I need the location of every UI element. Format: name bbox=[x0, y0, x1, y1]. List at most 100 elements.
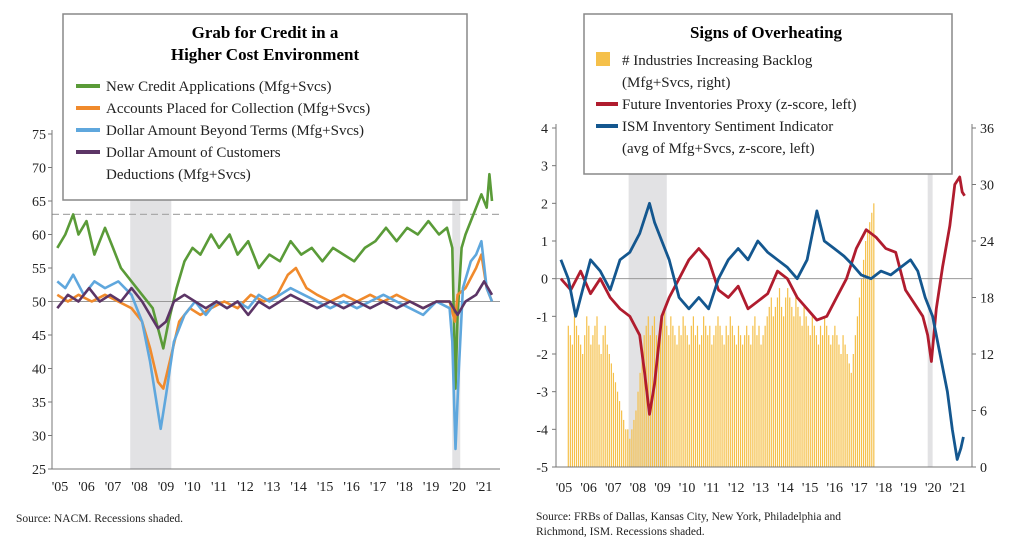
right-left-y-tick--5: -5 bbox=[536, 461, 548, 476]
backlog-bar bbox=[770, 297, 772, 467]
left-source-note: Source: NACM. Recessions shaded. bbox=[16, 513, 184, 525]
left-x-tick-2009: '09 bbox=[158, 480, 175, 495]
backlog-bar bbox=[621, 410, 623, 467]
left-reference-line bbox=[52, 213, 500, 302]
backlog-bar bbox=[698, 344, 701, 467]
backlog-bar bbox=[844, 344, 846, 467]
left-x-tick-2007: '07 bbox=[105, 480, 122, 495]
backlog-bar bbox=[602, 335, 604, 467]
right-left-y-tick-3: 3 bbox=[541, 160, 548, 175]
right-x-tick-2012: '12 bbox=[728, 481, 745, 496]
right-right-y-tick-36: 36 bbox=[980, 122, 994, 137]
left-axis-frame bbox=[51, 130, 500, 470]
backlog-bar bbox=[865, 241, 867, 467]
left-x-tick-2011: '11 bbox=[211, 480, 227, 495]
backlog-bar bbox=[643, 335, 645, 467]
left-y-tick-55: 55 bbox=[32, 262, 46, 277]
backlog-bar bbox=[719, 325, 721, 467]
left-y-tick-35: 35 bbox=[32, 396, 46, 411]
backlog-bar bbox=[666, 325, 668, 467]
right-left-y-tick-4: 4 bbox=[541, 122, 548, 137]
backlog-bar bbox=[647, 316, 649, 467]
backlog-bar bbox=[799, 316, 801, 467]
series-new-credit-applications-mfg-svcs bbox=[56, 172, 494, 390]
backlog-bar bbox=[670, 316, 672, 467]
backlog-bar bbox=[750, 344, 752, 467]
backlog-bar bbox=[575, 325, 578, 467]
backlog-bar bbox=[778, 288, 781, 467]
left-y-tick-40: 40 bbox=[32, 363, 46, 378]
left-y-tick-65: 65 bbox=[32, 195, 46, 210]
backlog-bar bbox=[604, 325, 606, 467]
right-x-tick-2015: '15 bbox=[802, 481, 819, 496]
legend-deductions-line1: Dollar Amount of Customers bbox=[106, 145, 281, 161]
backlog-bar bbox=[682, 316, 684, 467]
backlog-bar bbox=[610, 363, 612, 467]
backlog-bar bbox=[846, 354, 848, 467]
backlog-bar bbox=[854, 335, 856, 467]
right-x-tick-2005: '05 bbox=[556, 481, 573, 496]
backlog-bar bbox=[766, 316, 768, 467]
backlog-bar bbox=[694, 335, 697, 467]
left-x-tick-2014: '14 bbox=[290, 480, 307, 495]
backlog-bar bbox=[668, 335, 670, 467]
backlog-bar bbox=[828, 335, 830, 467]
backlog-bar bbox=[586, 316, 588, 467]
legend-future-inventories: Future Inventories Proxy (z-score, left) bbox=[622, 97, 857, 113]
backlog-bar bbox=[768, 306, 770, 467]
left-legend: Grab for Credit in a Higher Cost Environ… bbox=[62, 13, 468, 201]
backlog-bar bbox=[598, 344, 600, 467]
backlog-bar bbox=[832, 335, 834, 467]
backlog-bar bbox=[627, 429, 629, 467]
backlog-bar bbox=[741, 344, 744, 467]
backlog-bar bbox=[571, 344, 574, 467]
backlog-bar bbox=[709, 325, 711, 467]
backlog-bar bbox=[772, 316, 774, 467]
backlog-bar bbox=[819, 325, 822, 467]
backlog-bar bbox=[729, 316, 731, 467]
backlog-bar bbox=[612, 372, 615, 467]
backlog-bar bbox=[793, 316, 795, 467]
legend-swatch-backlog bbox=[596, 52, 610, 66]
backlog-bar bbox=[758, 325, 760, 467]
right-recession-1 bbox=[927, 124, 933, 467]
left-y-tick-30: 30 bbox=[32, 430, 46, 445]
right-x-tick-2013: '13 bbox=[753, 481, 770, 496]
backlog-bar bbox=[703, 316, 705, 467]
right-recession-shading bbox=[628, 124, 933, 467]
backlog-bar bbox=[676, 344, 678, 467]
backlog-bar bbox=[655, 335, 658, 467]
right-x-tick-2021: '21 bbox=[950, 481, 967, 496]
backlog-bar bbox=[674, 335, 676, 467]
backlog-bar bbox=[657, 344, 660, 467]
backlog-bar bbox=[664, 306, 666, 467]
backlog-bar bbox=[752, 325, 754, 467]
backlog-bar bbox=[596, 316, 598, 467]
backlog-bar bbox=[594, 325, 596, 467]
backlog-bar bbox=[774, 306, 777, 467]
right-right-y-tick-12: 12 bbox=[980, 348, 994, 363]
right-x-tick-2017: '17 bbox=[851, 481, 868, 496]
left-x-tick-2015: '15 bbox=[317, 480, 334, 495]
left-y-tick-50: 50 bbox=[32, 296, 46, 311]
backlog-bar bbox=[659, 325, 662, 467]
backlog-bar bbox=[707, 335, 709, 467]
left-x-tick-2017: '17 bbox=[370, 480, 387, 495]
series-accounts-placed-for-collection-mfg-svcs bbox=[56, 253, 494, 390]
backlog-bar bbox=[783, 316, 785, 467]
backlog-bar bbox=[807, 325, 809, 467]
backlog-bar bbox=[569, 335, 571, 467]
backlog-bar bbox=[641, 354, 643, 467]
right-x-tick-2008: '08 bbox=[630, 481, 647, 496]
backlog-bar bbox=[625, 429, 627, 467]
right-left-y-tick--3: -3 bbox=[536, 386, 548, 401]
right-x-tick-2019: '19 bbox=[900, 481, 917, 496]
backlog-bar bbox=[692, 316, 694, 467]
backlog-bar bbox=[592, 335, 594, 467]
backlog-bar bbox=[713, 335, 715, 467]
right-chart-title: Signs of Overheating bbox=[690, 23, 843, 42]
backlog-bar bbox=[780, 306, 783, 467]
backlog-bar bbox=[584, 335, 586, 467]
backlog-bar bbox=[686, 335, 688, 467]
backlog-bar bbox=[608, 354, 610, 467]
